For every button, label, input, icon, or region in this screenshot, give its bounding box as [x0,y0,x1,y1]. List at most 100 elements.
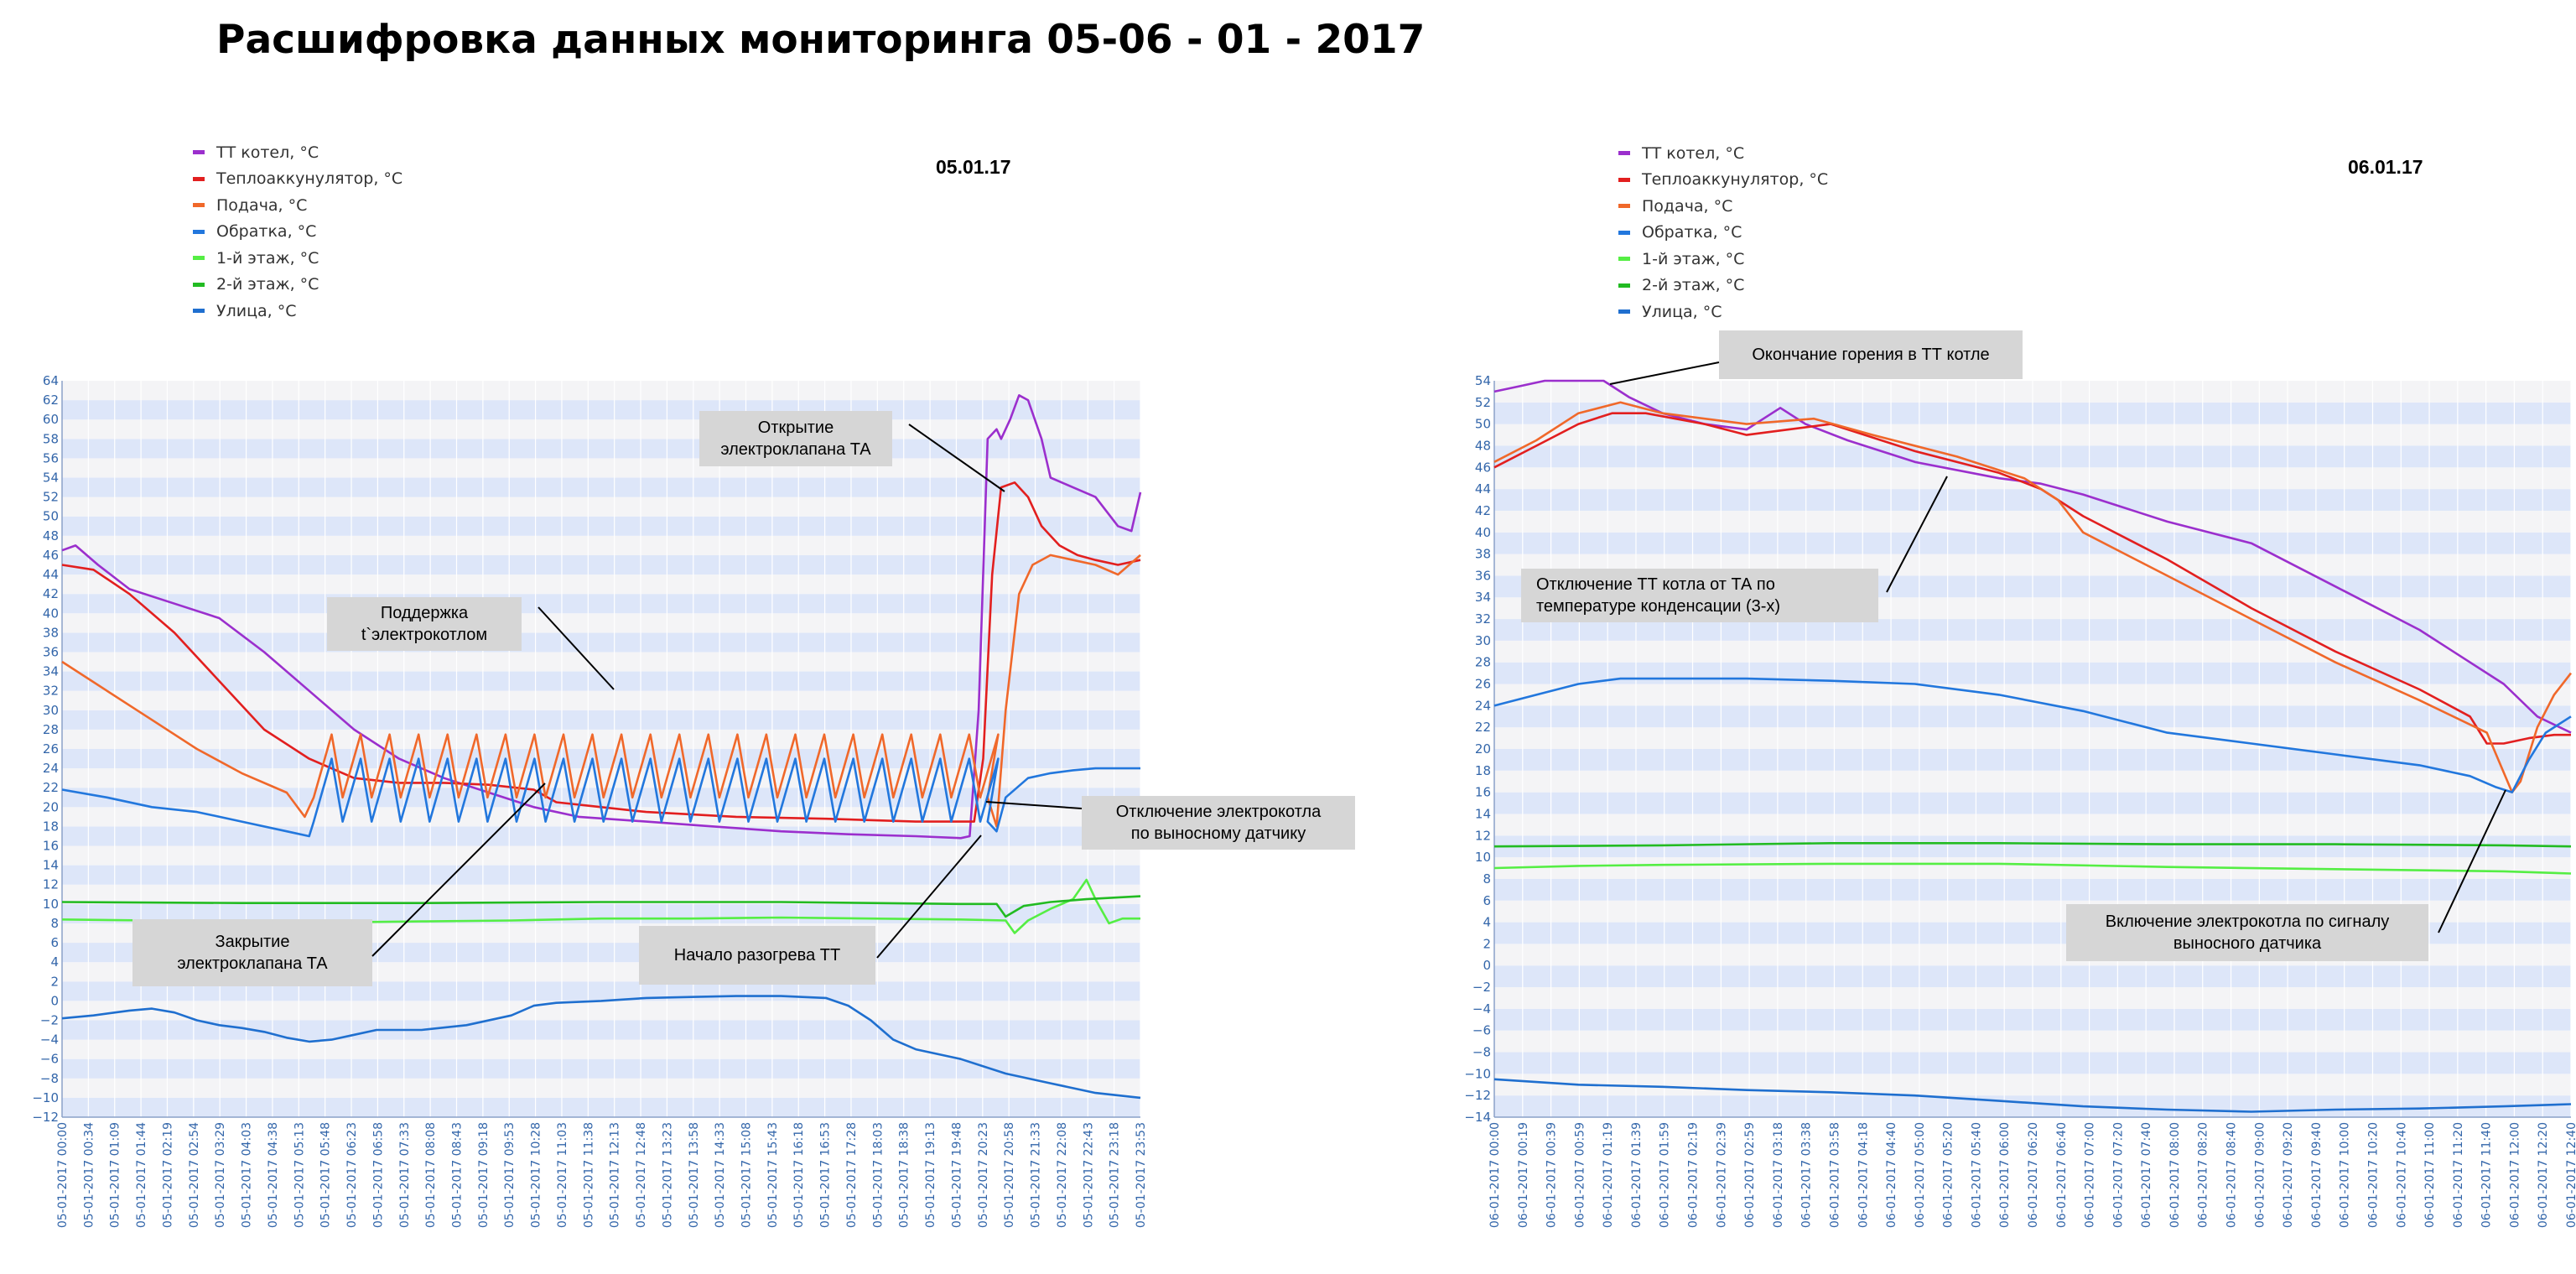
legend-item[interactable]: 1-й этаж, °С [193,245,402,272]
x-tick-label: 05-01-2017 19:48 [950,1122,963,1228]
x-tick-label: 06-01-2017 02:39 [1715,1122,1728,1228]
x-tick-label: 05-01-2017 15:43 [766,1122,780,1228]
x-tick-label: 06-01-2017 09:00 [2253,1122,2267,1228]
legend-item[interactable]: Подача, °С [193,192,402,219]
x-tick-label: 05-01-2017 09:18 [477,1122,491,1228]
y-tick-label: −6 [40,1052,59,1067]
series-line [1493,677,2572,793]
grid-band [62,1097,1140,1117]
y-tick-label: 64 [43,373,59,388]
grid-band [62,1039,1140,1059]
legend-item[interactable]: Обратка, °С [193,219,402,246]
x-tick-label: 06-01-2017 04:18 [1857,1122,1870,1228]
legend-label: Теплоаккунулятор, °С [216,169,403,189]
legend-item[interactable]: 1-й этаж, °С [1618,246,1828,273]
x-tick-label: 05-01-2017 16:18 [792,1122,806,1228]
annotation-electric-off: Отключение электрокотла по выносному дат… [1082,796,1355,850]
y-tick-label: 24 [1475,698,1491,713]
x-tick-label: 05-01-2017 04:03 [241,1122,254,1228]
series-line [1493,1078,2572,1113]
grid-band [62,710,1140,730]
legend-item[interactable]: Подача, °С [1618,193,1828,220]
x-tick-label: 05-01-2017 06:58 [371,1122,385,1228]
x-tick-label: 06-01-2017 01:39 [1630,1122,1644,1228]
x-tick-label: 05-01-2017 20:23 [977,1122,990,1228]
y-tick-label: 6 [50,935,59,950]
y-tick-label: 50 [1475,417,1491,432]
y-tick-label: 36 [43,644,59,659]
y-tick-label: −12 [32,1110,59,1125]
x-tick-label: 05-01-2017 05:48 [319,1122,333,1228]
x-tick-label: 05-01-2017 00:34 [82,1122,96,1228]
legend-item[interactable]: Теплоаккунулятор, °С [1618,167,1828,194]
x-tick-label: 05-01-2017 10:28 [530,1122,543,1228]
y-tick-label: 26 [1475,677,1491,692]
y-tick-label: 44 [1475,481,1491,497]
legend-item[interactable]: 2-й этаж, °С [193,272,402,299]
y-tick-label: 18 [43,819,59,834]
grid [61,381,1141,1117]
chart-title: 05.01.17 [936,156,1011,178]
y-tick-label: 46 [43,548,59,563]
grid-band [62,884,1140,904]
y-tick-label: 62 [43,393,59,408]
y-tick-label: −8 [40,1071,59,1086]
x-tick-label: 05-01-2017 05:13 [293,1122,306,1228]
x-tick-label: 06-01-2017 05:00 [1914,1122,1927,1228]
x-tick-label: 05-01-2017 03:29 [214,1122,227,1228]
grid-band [62,381,1140,401]
x-tick-label: 06-01-2017 12:20 [2537,1122,2550,1228]
grid-band [62,497,1140,517]
y-tick-label: 24 [43,761,59,776]
x-tick-label: 06-01-2017 06:40 [2055,1122,2069,1228]
x-tick-label: 05-01-2017 23:53 [1135,1122,1148,1228]
x-tick-label: 06-01-2017 03:18 [1772,1122,1785,1228]
y-tick-label: 0 [1483,958,1491,973]
y-tick-label: −10 [32,1090,59,1105]
x-tick-label: 06-01-2017 01:59 [1659,1122,1672,1228]
legend-item[interactable]: ТТ котел, °С [1618,140,1828,167]
y-tick-label: 42 [43,586,59,601]
x-tick-label: 05-01-2017 18:03 [871,1122,885,1228]
grid-band [62,652,1140,672]
legend-label: 1-й этаж, °С [216,248,319,268]
legend-item[interactable]: Улица, °С [193,298,402,325]
grid-band [62,749,1140,769]
x-tick-label: 05-01-2017 23:18 [1109,1122,1122,1228]
y-tick-label: 4 [50,954,59,970]
chart-left: −12−10−8−6−4−202468101214161820222426283… [32,373,1148,1228]
x-tick-label: 06-01-2017 12:00 [2508,1122,2521,1228]
series-line [61,757,1140,838]
y-tick-label: 40 [1475,525,1491,540]
legend-item[interactable]: Теплоаккунулятор, °С [193,166,402,193]
grid-band [62,535,1140,555]
x-tick-label: 05-01-2017 12:13 [609,1122,622,1228]
legend-item[interactable]: Улица, °С [1618,299,1828,325]
grid-band [62,845,1140,866]
series-line [1493,379,2572,734]
y-tick-label: 42 [1475,503,1491,518]
grid-band [62,613,1140,633]
legend-right: ТТ котел, °С Теплоаккунулятор, °С Подача… [1618,140,1828,325]
grid-band [62,729,1140,749]
x-tick-label: 05-01-2017 09:53 [503,1122,517,1228]
y-tick-label: 48 [1475,438,1491,453]
grid-band [62,400,1140,420]
legend-item[interactable]: ТТ котел, °С [193,139,402,166]
y-tick-label: 28 [1475,655,1491,670]
x-tick-label: 05-01-2017 02:54 [188,1122,201,1228]
y-tick-label: 10 [1475,850,1491,865]
legend-label: 1-й этаж, °С [1642,249,1745,268]
x-tick-label: 05-01-2017 18:38 [898,1122,911,1228]
legend-item[interactable]: 2-й этаж, °С [1618,273,1828,299]
y-tick-label: 36 [1475,568,1491,583]
y-tick-label: 56 [43,450,59,465]
grid-band [62,554,1140,575]
series-line [61,554,1141,828]
y-tick-label: 38 [1475,547,1491,562]
x-tick-label: 06-01-2017 06:00 [1998,1122,2012,1228]
x-tick-label: 06-01-2017 08:00 [2168,1122,2182,1228]
legend-item[interactable]: Обратка, °С [1618,220,1828,247]
grid-band [62,865,1140,885]
y-tick-label: 52 [43,490,59,505]
